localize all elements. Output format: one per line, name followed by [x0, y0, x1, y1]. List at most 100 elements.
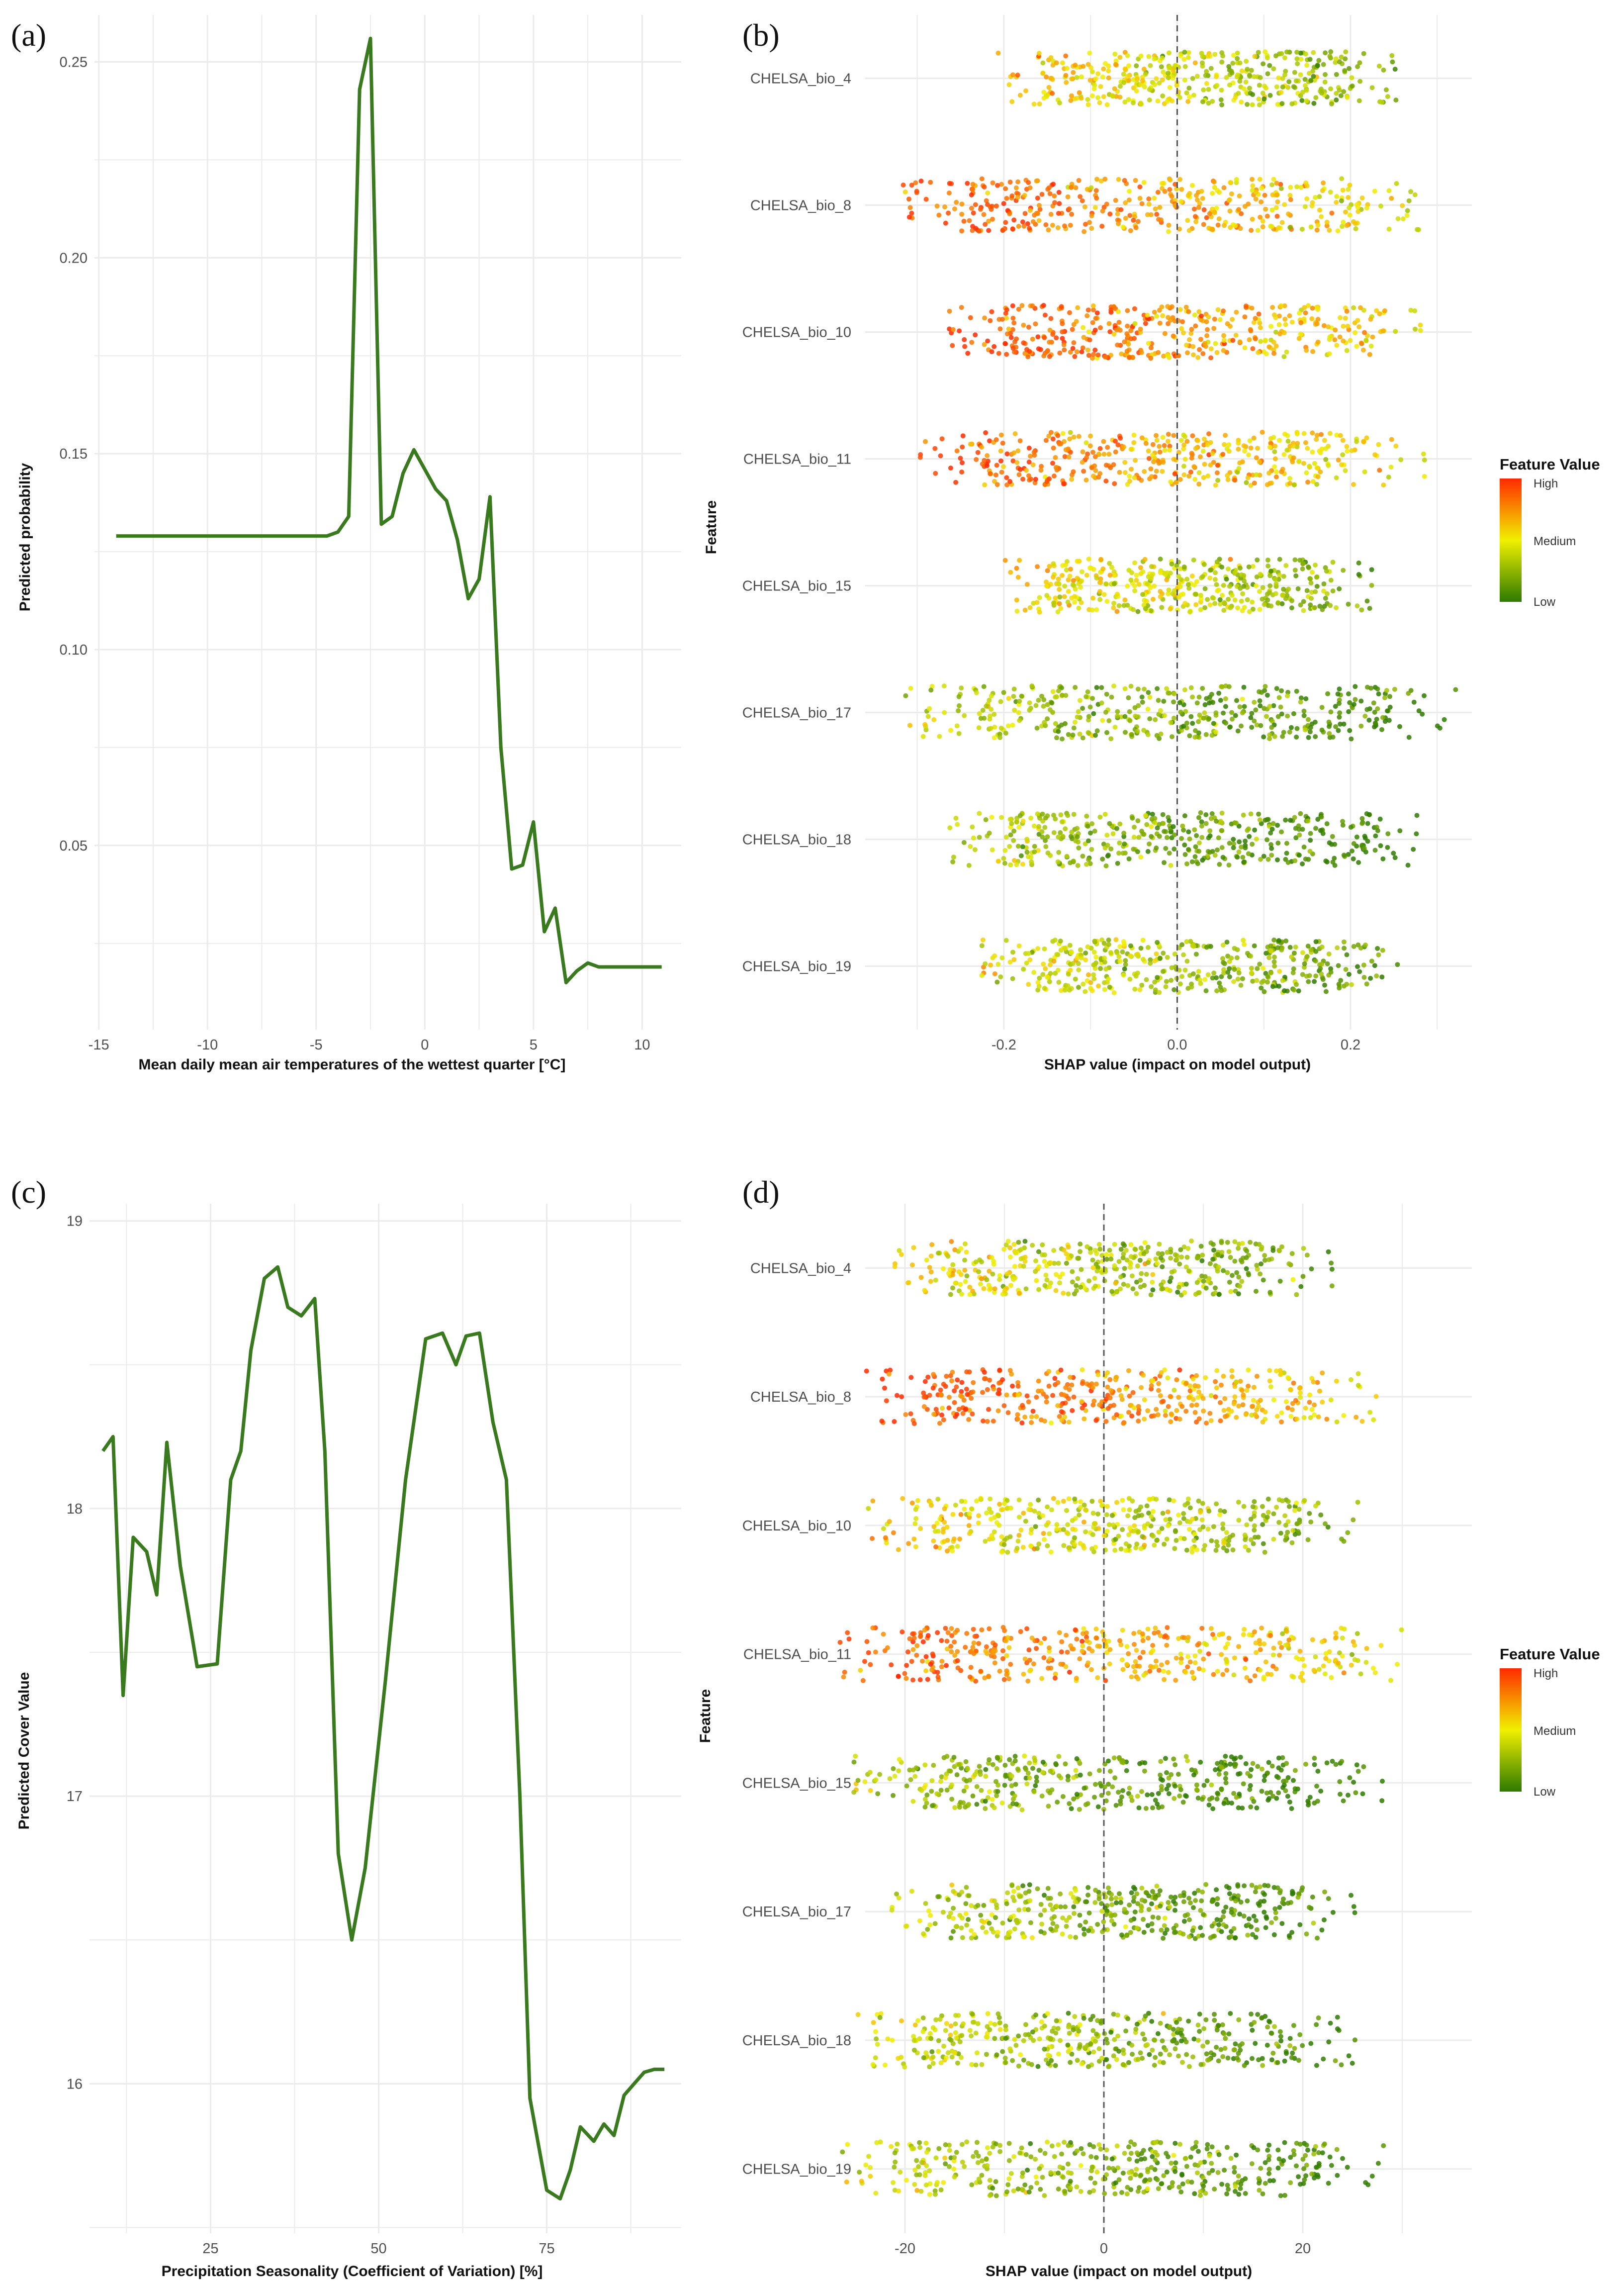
- b-point: [989, 815, 994, 820]
- d-point: [986, 1407, 992, 1412]
- b-point: [1022, 211, 1028, 216]
- b-point: [1066, 577, 1071, 582]
- b-point: [1045, 702, 1050, 707]
- d-point: [1120, 1667, 1126, 1672]
- b-point: [908, 685, 913, 691]
- b-point: [1240, 855, 1246, 860]
- b-point: [1178, 577, 1184, 582]
- b-point: [1353, 697, 1358, 702]
- d-point: [1057, 1414, 1062, 1419]
- b-point: [1148, 608, 1154, 613]
- d-point: [1236, 1245, 1241, 1251]
- b-point: [1166, 75, 1171, 81]
- b-feature-label: CHELSA_bio_17: [742, 705, 851, 721]
- b-point: [1146, 456, 1152, 461]
- d-point: [1222, 1509, 1227, 1514]
- b-point: [1106, 937, 1111, 943]
- b-point: [1367, 352, 1372, 357]
- b-point: [1058, 939, 1063, 944]
- d-point: [1291, 1674, 1296, 1680]
- b-point: [1283, 817, 1288, 823]
- b-point: [1010, 458, 1016, 464]
- b-point: [1055, 967, 1061, 973]
- b-point: [1365, 839, 1370, 844]
- b-point: [1418, 328, 1423, 333]
- b-point: [1369, 958, 1374, 964]
- b-point: [1090, 320, 1095, 325]
- d-point: [960, 1411, 966, 1416]
- b-point: [1198, 607, 1203, 612]
- b-point: [1144, 598, 1149, 604]
- d-point: [941, 1539, 947, 1544]
- b-point: [1054, 60, 1059, 66]
- d-point: [1219, 1382, 1224, 1388]
- b-point: [1280, 84, 1285, 90]
- b-point: [1359, 341, 1364, 346]
- d-point: [895, 1393, 900, 1398]
- d-point: [1018, 1247, 1024, 1252]
- b-point: [1372, 963, 1377, 968]
- b-point: [1121, 444, 1126, 450]
- b-point: [1026, 982, 1031, 987]
- b-point: [1073, 685, 1078, 690]
- d-point: [1131, 1405, 1137, 1411]
- b-point: [994, 482, 1000, 487]
- b-point: [1192, 312, 1197, 318]
- b-point: [1121, 831, 1127, 836]
- d-point: [1090, 1257, 1095, 1263]
- d-point: [1292, 1508, 1297, 1513]
- b-point: [1319, 814, 1324, 820]
- d-point: [1222, 1396, 1228, 1401]
- b-point: [1230, 338, 1236, 343]
- d-point: [1271, 1645, 1276, 1651]
- d-point: [962, 1267, 968, 1273]
- b-point: [1032, 849, 1037, 855]
- b-point: [1101, 452, 1107, 457]
- d-point: [1034, 1546, 1040, 1551]
- d-point: [1225, 1239, 1230, 1245]
- b-point: [1308, 224, 1314, 230]
- b-point: [1087, 443, 1093, 449]
- b-point: [1272, 464, 1277, 470]
- b-point: [1355, 204, 1360, 210]
- b-point: [1300, 827, 1305, 832]
- b-point: [1346, 852, 1351, 857]
- d-point: [1267, 1378, 1272, 1384]
- b-point: [1353, 684, 1358, 689]
- d-point: [1201, 1547, 1206, 1552]
- d-point: [913, 1507, 918, 1512]
- b-point: [1269, 719, 1275, 724]
- b-point: [1270, 984, 1275, 989]
- b-point: [1338, 433, 1343, 438]
- b-point: [1234, 74, 1240, 80]
- b-point: [1294, 726, 1300, 731]
- b-point: [1029, 859, 1034, 864]
- b-point: [1048, 55, 1054, 60]
- b-point: [1134, 577, 1139, 583]
- b-point: [992, 735, 997, 741]
- b-point: [1126, 856, 1132, 861]
- b-point: [1071, 469, 1076, 475]
- d-point: [948, 1373, 953, 1378]
- b-point: [1076, 581, 1082, 586]
- d-point: [1005, 1410, 1011, 1416]
- b-point: [1092, 347, 1098, 353]
- b-point: [1322, 438, 1327, 443]
- d-point: [1045, 1504, 1050, 1510]
- b-point: [1003, 220, 1008, 225]
- d-point: [990, 1271, 995, 1277]
- b-point: [1189, 451, 1194, 456]
- b-point: [1201, 475, 1206, 480]
- a-y-tick-label: 0.15: [60, 446, 88, 462]
- b-point: [1017, 718, 1022, 723]
- b-point: [1188, 685, 1194, 690]
- d-point: [1066, 1244, 1071, 1250]
- d-point: [1206, 1651, 1211, 1657]
- d-point: [1168, 1419, 1173, 1425]
- b-point: [1104, 102, 1110, 107]
- d-point: [1165, 1509, 1171, 1515]
- d-point: [1213, 1548, 1219, 1553]
- b-point: [1300, 90, 1305, 95]
- b-point: [1293, 573, 1299, 578]
- b-point: [1048, 962, 1053, 967]
